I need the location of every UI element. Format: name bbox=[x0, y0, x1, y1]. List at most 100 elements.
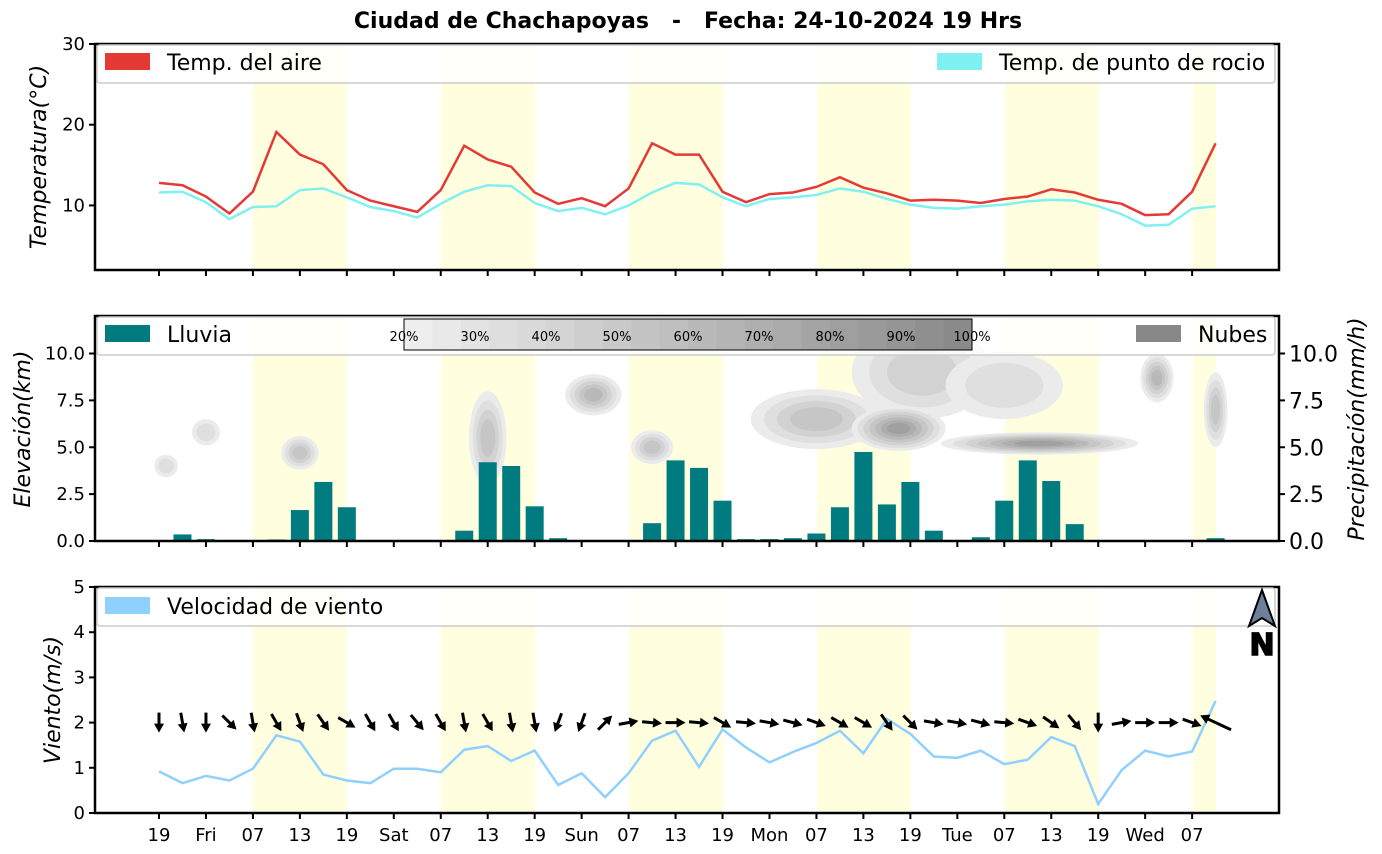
wind-arrow bbox=[434, 713, 446, 732]
legend-swatch-wind bbox=[105, 597, 150, 614]
cloud-scale-step bbox=[744, 319, 774, 350]
wind-arrow bbox=[1158, 717, 1179, 728]
rain-bar bbox=[830, 507, 849, 541]
x-tick-label: Fri bbox=[195, 825, 216, 846]
wind-arrow bbox=[154, 712, 164, 733]
wind-arrow bbox=[200, 712, 211, 733]
y-tick-label: 4 bbox=[74, 622, 85, 643]
wind-arrow bbox=[409, 713, 424, 731]
wind-arrow bbox=[459, 712, 470, 733]
rain-bar bbox=[971, 537, 990, 541]
precipitation-y-ticks: 0.0 2.5 5.0 7.5 10.0 bbox=[1279, 343, 1338, 555]
legend-label-air-temp: Temp. del aire bbox=[166, 51, 322, 76]
rain-bar bbox=[666, 460, 685, 541]
x-tick-label: 07 bbox=[993, 825, 1016, 846]
cloud-scale-step bbox=[631, 319, 661, 350]
x-tick-label: Wed bbox=[1126, 825, 1165, 846]
wind-arrow bbox=[295, 712, 305, 732]
x-tick-label: 13 bbox=[664, 825, 687, 846]
y-tick-label: 0.0 bbox=[56, 531, 85, 552]
north-label: N bbox=[1249, 628, 1274, 663]
legend-label-dew-temp: Temp. de punto de rocio bbox=[998, 51, 1265, 76]
rain-bar bbox=[643, 523, 662, 541]
rain-bar bbox=[995, 500, 1014, 541]
y-tick-label-right: 2.5 bbox=[1289, 483, 1324, 508]
wind-arrow bbox=[1042, 715, 1060, 729]
cloud-scale-label: 40% bbox=[532, 330, 561, 345]
rain-bar bbox=[924, 530, 943, 541]
cloud-cover-scale: 20% 30% 40% 50% 60% 70% 80% 90% 100% bbox=[390, 318, 991, 351]
cloud-contour bbox=[480, 419, 496, 457]
y-tick-label: 3 bbox=[74, 667, 85, 688]
rain-bar bbox=[314, 481, 333, 541]
elevation-y-axis-label: Elevación(km) bbox=[11, 351, 36, 508]
cloud-scale-step bbox=[460, 319, 490, 350]
figure-title: Ciudad de Chachapoyas - Fecha: 24-10-202… bbox=[354, 9, 1022, 34]
y-tick-label-right: 5.0 bbox=[1289, 436, 1324, 461]
y-tick-label-right: 0.0 bbox=[1289, 530, 1324, 555]
air-temperature-line bbox=[158, 129, 1217, 217]
x-tick-label: 19 bbox=[523, 825, 546, 846]
x-tick-label: 19 bbox=[1087, 825, 1110, 846]
legend-label-wind: Velocidad de viento bbox=[167, 595, 383, 620]
y-tick-label: 30 bbox=[62, 34, 85, 55]
wind-arrow bbox=[248, 712, 259, 733]
wind-y-axis-label: Viento(m/s) bbox=[41, 636, 66, 764]
wind-y-ticks: 0 1 2 3 4 5 bbox=[74, 577, 95, 824]
x-tick-label: Tue bbox=[941, 825, 973, 846]
cloud-contour bbox=[965, 362, 1044, 408]
cloud-scale-step bbox=[716, 319, 746, 350]
cloud-contour bbox=[292, 446, 308, 460]
precipitation-y-axis-label: Precipitación(mm/h) bbox=[1345, 317, 1370, 540]
cloud-scale-label: 80% bbox=[816, 330, 845, 345]
precipitation-bars bbox=[173, 451, 1225, 541]
elevation-y-ticks: 0.0 2.5 5.0 7.5 10.0 bbox=[45, 344, 95, 552]
wind-arrow bbox=[337, 716, 356, 728]
x-tick-label: 13 bbox=[1040, 825, 1063, 846]
x-tick-label: 07 bbox=[241, 825, 264, 846]
rain-bar bbox=[337, 507, 356, 541]
y-tick-label: 2 bbox=[74, 713, 85, 734]
wind-arrow bbox=[1093, 712, 1104, 733]
wind-arrow bbox=[596, 715, 613, 731]
x-tick-label: Mon bbox=[751, 825, 789, 846]
wind-arrow bbox=[270, 713, 282, 732]
legend-label-rain: Lluvia bbox=[167, 323, 232, 348]
wind-speed-line bbox=[158, 700, 1217, 807]
cloud-contour bbox=[886, 348, 958, 396]
y-tick-label: 2.5 bbox=[56, 484, 85, 505]
rain-bar bbox=[549, 538, 568, 541]
dew-point-line bbox=[158, 181, 1216, 227]
wind-arrow bbox=[364, 713, 376, 732]
rain-bar bbox=[1018, 460, 1037, 541]
rain-bar bbox=[173, 534, 192, 541]
temperature-y-axis-label: Temperatura(°C) bbox=[27, 65, 52, 249]
cloud-scale-step bbox=[432, 319, 462, 350]
rain-bar bbox=[1206, 538, 1225, 541]
rain-bar bbox=[807, 533, 826, 541]
wind-arrow bbox=[879, 713, 893, 731]
wind-arrow bbox=[970, 718, 991, 728]
wind-arrow bbox=[1182, 717, 1202, 728]
cloud-scale-step bbox=[830, 319, 859, 350]
legend-swatch-air-temp bbox=[105, 53, 150, 70]
wind-arrow bbox=[481, 713, 493, 732]
temperature-legend: Temp. del aire Temp. de punto de rocio bbox=[96, 44, 1276, 84]
precipitation-panel: 0.0 2.5 5.0 7.5 10.0 0.0 2.5 5.0 7.5 10.0 Elevac… bbox=[11, 314, 1370, 555]
cloud-scale-step bbox=[688, 319, 717, 350]
y-tick-label: 5 bbox=[74, 577, 85, 598]
wind-arrow bbox=[387, 713, 399, 732]
wind-arrow bbox=[553, 712, 563, 732]
cloud-scale-step bbox=[886, 319, 916, 350]
cloud-contour bbox=[1014, 440, 1065, 447]
wind-arrow bbox=[1067, 713, 1082, 731]
north-arrow-icon: N bbox=[1247, 587, 1277, 664]
wind-arrow bbox=[806, 717, 826, 728]
cloud-scale-step bbox=[404, 319, 433, 350]
cloud-scale-step bbox=[489, 319, 519, 350]
x-tick-label: Sun bbox=[565, 825, 599, 846]
x-tick-label: 07 bbox=[1181, 825, 1204, 846]
wind-direction-arrows bbox=[154, 712, 1232, 733]
x-tick-label: 19 bbox=[335, 825, 358, 846]
